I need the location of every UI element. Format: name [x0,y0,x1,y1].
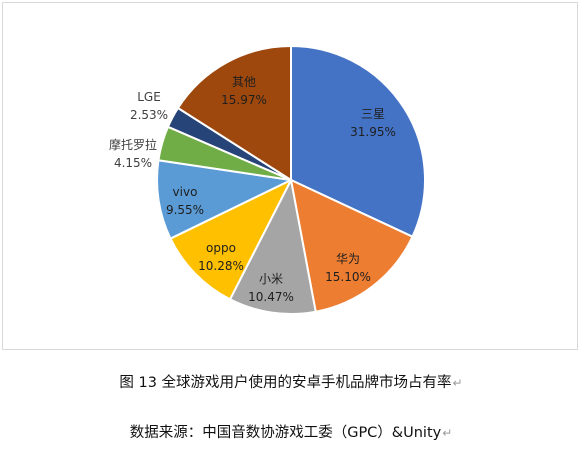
slice-value-label-8: 15.97% [221,93,267,107]
slice-value-label-6: 4.15% [114,156,152,170]
slice-label-5: vivo [173,185,198,199]
source-caption: 数据来源：中国音数协游戏工委（GPC）&Unity↵ [0,421,582,442]
pie-slice-8 [177,45,292,181]
paragraph-mark-icon: ↵ [442,426,453,440]
slice-value-label-5: 9.55% [166,203,204,217]
pie-slice-1 [290,45,426,238]
pie-slice-2 [290,179,414,313]
source-caption-text: 数据来源：中国音数协游戏工委（GPC）&Unity [129,425,442,441]
slice-label-4: oppo [206,241,236,255]
slice-value-label-3: 10.47% [248,290,294,304]
slice-value-label-4: 10.28% [198,259,244,273]
figure-caption-text: 图 13 全球游戏用户使用的安卓手机品牌市场占有率 [119,375,452,391]
slice-label-6: 摩托罗拉 [109,137,157,152]
slice-value-label-1: 31.95% [350,125,396,139]
figure-caption: 图 13 全球游戏用户使用的安卓手机品牌市场占有率↵ [0,371,582,392]
pie-slice-4 [169,179,292,301]
slice-label-3: 小米 [259,272,283,286]
slice-label-1: 三星 [361,107,385,121]
chart-area: 三星 31.95% 华为 15.10% 小米 10.47% oppo 10.28% vivo 9.… [2,2,578,350]
slice-value-label-7: 2.53% [130,108,168,122]
pie-chart: 三星 31.95% 华为 15.10% 小米 10.47% oppo 10.28% vivo 9.… [109,45,426,315]
pie-slice-3 [229,179,317,315]
slice-value-label-2: 15.10% [325,270,371,284]
paragraph-mark-icon: ↵ [452,376,463,390]
pie-slice-5 [156,159,292,240]
slice-label-7: LGE [137,90,161,104]
slice-label-8: 其他 [232,75,256,89]
slice-label-2: 华为 [336,252,360,266]
